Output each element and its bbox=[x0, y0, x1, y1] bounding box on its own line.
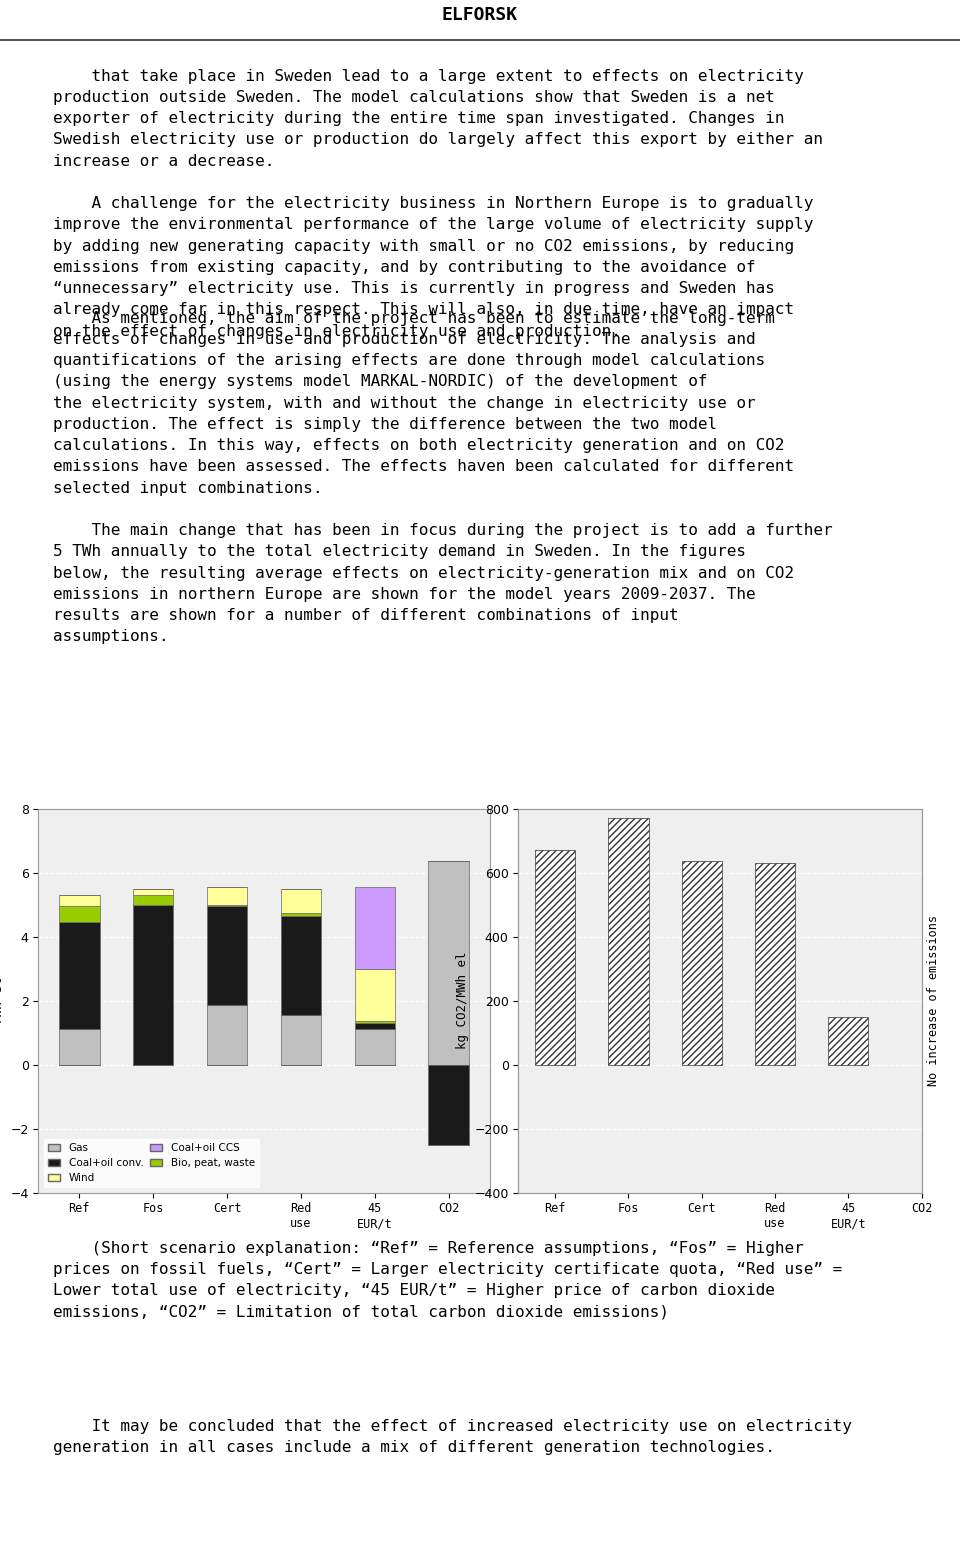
Bar bbox=[609, 818, 649, 1065]
Bar bbox=[354, 1022, 396, 1029]
Text: It may be concluded that the effect of increased electricity use on electricity
: It may be concluded that the effect of i… bbox=[53, 1419, 852, 1455]
Bar bbox=[132, 905, 174, 1065]
Bar bbox=[206, 1005, 248, 1065]
Bar bbox=[354, 1021, 396, 1022]
Bar bbox=[59, 1029, 100, 1065]
Bar bbox=[828, 1016, 869, 1065]
Bar bbox=[280, 916, 322, 1015]
Text: As mentioned, the aim of the project has been to estimate the long-term
effects : As mentioned, the aim of the project has… bbox=[53, 311, 832, 645]
Bar bbox=[428, 862, 469, 1065]
Bar bbox=[280, 913, 322, 916]
Bar bbox=[755, 863, 795, 1065]
Bar bbox=[59, 907, 100, 923]
Bar bbox=[206, 887, 248, 905]
Bar bbox=[280, 1015, 322, 1065]
Text: (Short scenario explanation: “Ref” = Reference assumptions, “Fos” = Higher
price: (Short scenario explanation: “Ref” = Ref… bbox=[53, 1241, 842, 1319]
Bar bbox=[354, 887, 396, 968]
Bar bbox=[354, 1029, 396, 1065]
Y-axis label: TWh el: TWh el bbox=[0, 977, 5, 1024]
Y-axis label: kg CO2/MWh el: kg CO2/MWh el bbox=[456, 952, 468, 1049]
Bar bbox=[59, 894, 100, 907]
Text: ELFORSK: ELFORSK bbox=[442, 6, 518, 23]
Bar bbox=[428, 1065, 469, 1144]
Bar bbox=[206, 905, 248, 907]
Bar bbox=[280, 888, 322, 913]
Bar bbox=[132, 894, 174, 905]
Y-axis label: No increase of emissions: No increase of emissions bbox=[927, 915, 940, 1086]
Bar bbox=[59, 923, 100, 1029]
Bar bbox=[132, 888, 174, 894]
Bar bbox=[535, 851, 575, 1065]
Legend: Gas, Coal+oil conv., Wind, Coal+oil CCS, Bio, peat, waste: Gas, Coal+oil conv., Wind, Coal+oil CCS,… bbox=[43, 1138, 259, 1188]
Text: that take place in Sweden lead to a large extent to effects on electricity
produ: that take place in Sweden lead to a larg… bbox=[53, 69, 823, 339]
Bar bbox=[354, 968, 396, 1021]
Bar bbox=[206, 907, 248, 1005]
Bar bbox=[682, 862, 722, 1065]
